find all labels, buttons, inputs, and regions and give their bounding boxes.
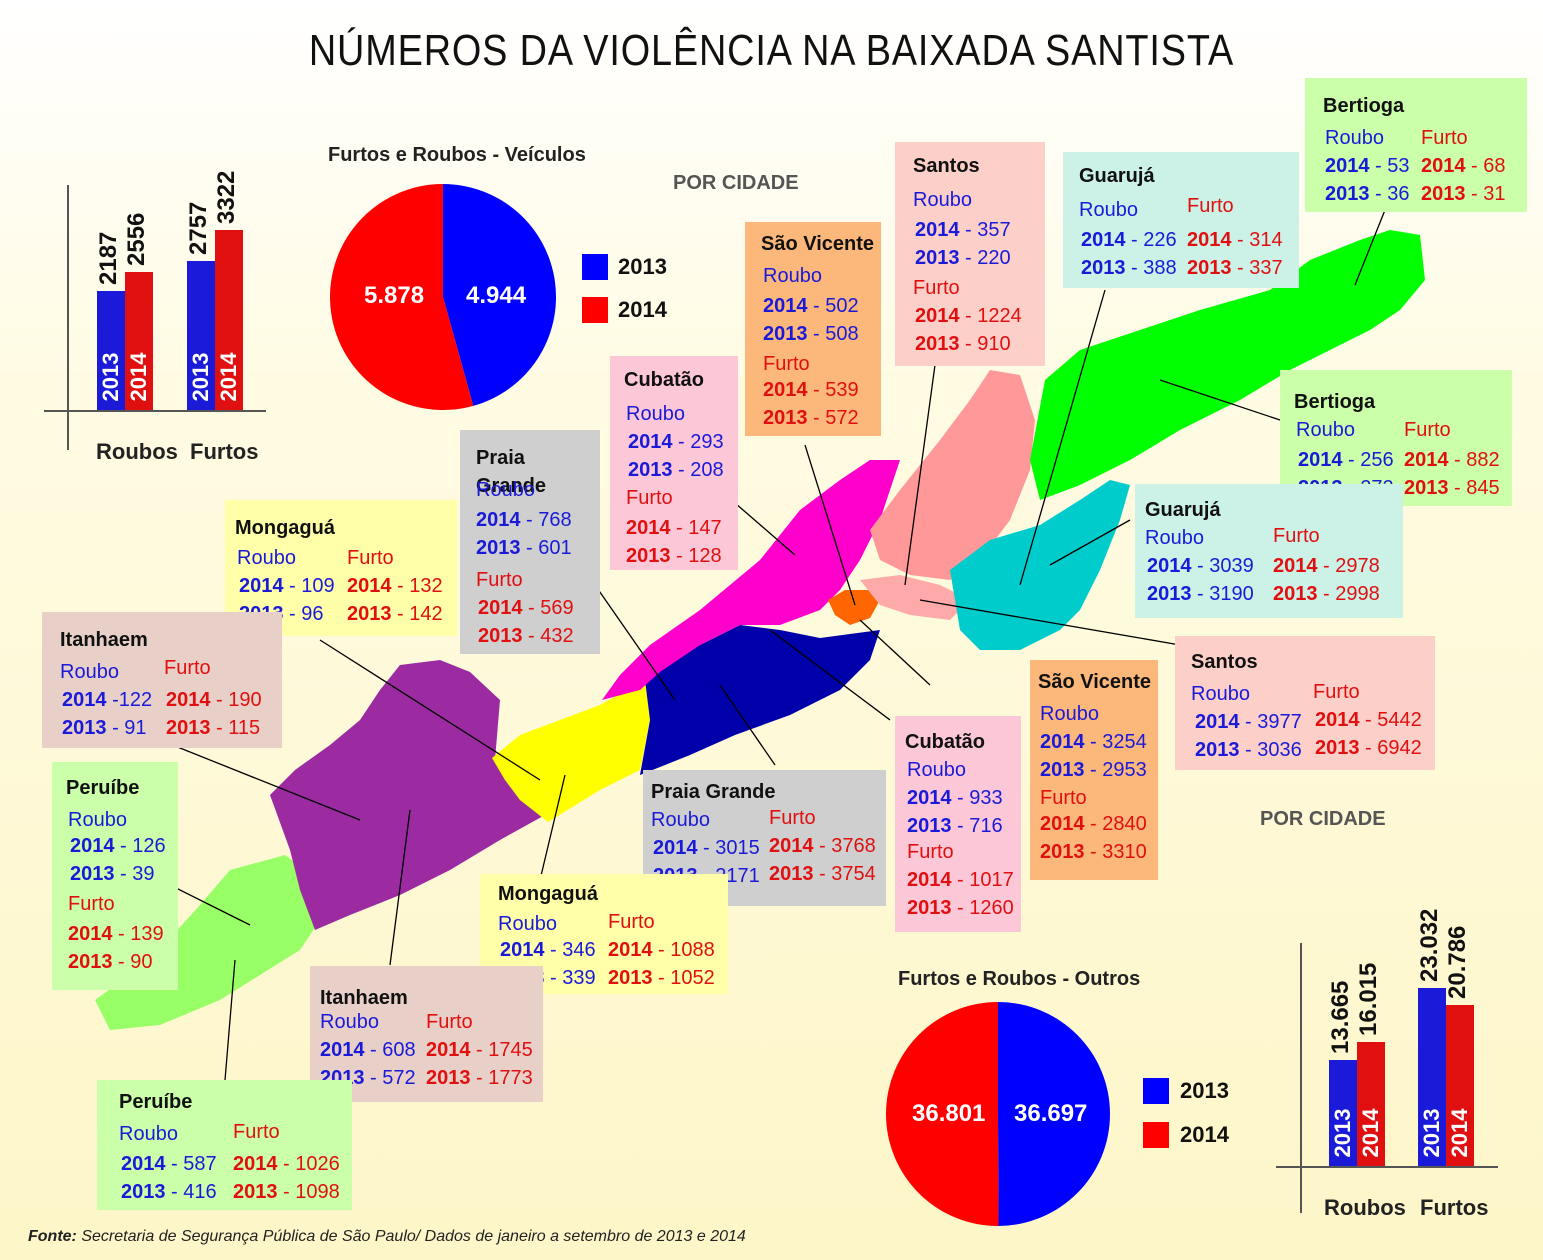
bar2-cat-roubos: Roubos — [1324, 1195, 1406, 1220]
pie-slice-2013 — [998, 1002, 1110, 1226]
bar-value-label: 2757 — [185, 201, 212, 255]
outros-pie-title: Furtos e Roubos - Outros — [898, 968, 1141, 990]
bar-cat-roubos: Roubos — [96, 439, 178, 464]
pie-value-2014: 5.878 — [364, 282, 425, 309]
pie-slice-2014 — [886, 1002, 999, 1226]
map-region-bertioga — [1030, 230, 1425, 500]
pie-slice-2014 — [330, 184, 474, 410]
city-name: Bertioga — [1323, 95, 1405, 117]
guaruja-outros-box: Guarujá Roubo Furto 2014 - 3039 2013 - 3… — [1135, 484, 1403, 618]
bertioga-veiculos-box: Bertioga Roubo Furto 2014 - 53 2013 - 36… — [1305, 78, 1527, 212]
bar-value-label: 2556 — [123, 212, 150, 266]
map-region-guaruja — [950, 480, 1130, 650]
furto-2014: 2014 - 68 — [1421, 155, 1506, 177]
por-cidade-bottom: POR CIDADE — [1260, 808, 1386, 830]
praiagrande-veiculos-box: Praia Grande Roubo 2014 - 768 2013 - 601… — [460, 430, 600, 654]
legend-label-2013: 2013 — [618, 254, 667, 279]
bar-series-label: 2014 — [1447, 1108, 1472, 1158]
roubo-2013: 2013 - 36 — [1325, 183, 1410, 205]
bar-value-label: 20.786 — [1444, 925, 1471, 1000]
bar-value-label: 13.665 — [1327, 980, 1354, 1055]
guaruja-veiculos-box: Guarujá Roubo Furto 2014 - 226 2013 - 38… — [1063, 152, 1299, 288]
bar-roubos-2014 — [125, 271, 153, 410]
saovicente-outros-box: São Vicente Roubo 2014 - 3254 2013 - 295… — [1030, 660, 1158, 880]
itanhaem-veiculos-box: Itanhaem Roubo Furto 2014 -122 2013 - 91… — [42, 612, 282, 748]
itanhaem-outros-box: Itanhaem Roubo Furto 2014 - 608 2013 - 5… — [310, 966, 543, 1102]
peruibe-veiculos-box: Peruíbe Roubo 2014 - 126 2013 - 39 Furto… — [52, 762, 178, 990]
source-label: Fonte: — [28, 1228, 77, 1245]
bar-furtos-2014 — [215, 230, 243, 410]
praiagrande-outros-box: Praia Grande Roubo Furto 2014 - 3015 201… — [643, 770, 886, 906]
furto-label: Furto — [1421, 127, 1468, 149]
bar-value-label: 23.032 — [1416, 908, 1443, 982]
map-region-mongagua — [492, 680, 650, 822]
pie2-value-2014: 36.801 — [912, 1100, 986, 1127]
saovicente-veiculos-box: São Vicente Roubo 2014 - 502 2013 - 508 … — [745, 222, 881, 436]
bar-furtos-2014 — [1446, 1005, 1474, 1166]
veiculos-pie-title: Furtos e Roubos - Veículos — [328, 144, 586, 166]
bertioga-outros-box: Bertioga Roubo Furto 2014 - 256 2013 - 2… — [1280, 370, 1512, 506]
bar-value-label: 16.015 — [1355, 962, 1382, 1037]
bar-series-label: 2013 — [1330, 1108, 1355, 1158]
legend2-swatch-2013 — [1143, 1078, 1169, 1104]
legend2-swatch-2014 — [1143, 1122, 1169, 1148]
bar-series-label: 2013 — [1419, 1108, 1444, 1158]
pie-slice-2013 — [443, 184, 556, 406]
veiculos-pie — [330, 184, 556, 410]
map-region-praiagrande — [640, 625, 880, 775]
cubatao-veiculos-box: Cubatão Roubo 2014 - 293 2013 - 208 Furt… — [610, 356, 738, 570]
pie2-value-2013: 36.697 — [1014, 1100, 1088, 1127]
bar1-x-axis — [44, 410, 266, 412]
map-region-itanhaem — [270, 660, 545, 930]
map-region-santos-island — [860, 575, 970, 620]
bar1-y-axis — [67, 185, 69, 450]
santos-veiculos-box: Santos Roubo 2014 - 357 2013 - 220 Furto… — [895, 142, 1045, 366]
cubatao-outros-box: Cubatão Roubo 2014 - 933 2013 - 716 Furt… — [895, 716, 1021, 932]
map-region-saovicente — [828, 590, 880, 625]
outros-pie — [886, 1002, 1110, 1226]
peruibe-outros-box: Peruíbe Roubo Furto 2014 - 587 2013 - 41… — [97, 1080, 352, 1210]
legend-swatch-2013 — [582, 254, 608, 280]
bar-roubos-2013 — [97, 291, 125, 410]
bar-series-label: 2014 — [1358, 1108, 1383, 1158]
bar2-cat-furtos: Furtos — [1420, 1195, 1489, 1220]
legend2-label-2014: 2014 — [1180, 1122, 1229, 1147]
map-region-cubatao — [602, 460, 900, 700]
bar2-y-axis — [1300, 943, 1302, 1213]
legend2-label-2013: 2013 — [1180, 1078, 1229, 1103]
source-note: Fonte: Secretaria de Segurança Pública d… — [28, 1228, 746, 1246]
bar-series-label: 2014 — [216, 352, 241, 402]
santos-outros-box: Santos Roubo Furto 2014 - 3977 2013 - 30… — [1175, 636, 1435, 770]
bar-value-label: 3322 — [213, 170, 240, 224]
roubo-label: Roubo — [1325, 127, 1384, 149]
bar-roubos-2014 — [1357, 1042, 1385, 1166]
bar-series-label: 2013 — [98, 352, 123, 402]
legend-label-2014: 2014 — [618, 297, 667, 322]
bar2-x-axis — [1276, 1166, 1498, 1168]
roubo-2014: 2014 - 53 — [1325, 155, 1410, 177]
por-cidade-top: POR CIDADE — [673, 172, 799, 194]
bar-furtos-2013 — [187, 260, 215, 410]
page-title: NÚMEROS DA VIOLÊNCIA NA BAIXADA SANTISTA — [308, 26, 1235, 75]
bar-value-label: 2187 — [95, 232, 122, 286]
source-text: Secretaria de Segurança Pública de São P… — [81, 1228, 746, 1245]
bar-roubos-2013 — [1329, 1060, 1357, 1166]
bar-furtos-2013 — [1418, 988, 1446, 1166]
legend-swatch-2014 — [582, 297, 608, 323]
furto-2013: 2013 - 31 — [1421, 183, 1506, 205]
bar-series-label: 2014 — [126, 352, 151, 402]
bar-series-label: 2013 — [188, 352, 213, 402]
map-region-santos — [870, 370, 1035, 580]
bar-cat-furtos: Furtos — [190, 439, 259, 464]
pie-value-2013: 4.944 — [466, 282, 527, 309]
